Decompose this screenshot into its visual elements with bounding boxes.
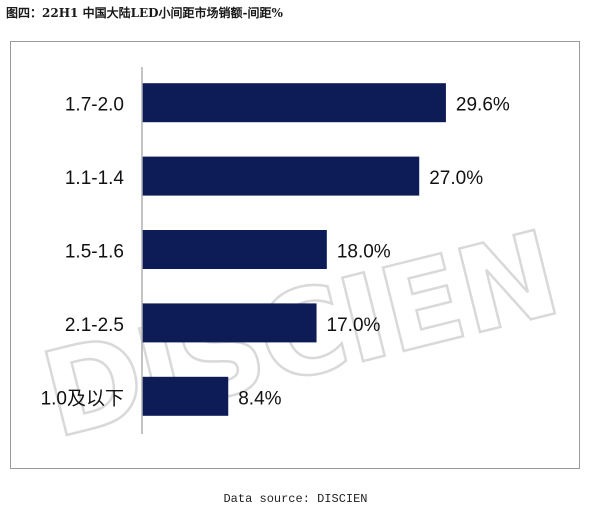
- bar: [142, 303, 317, 343]
- bars-layer: 1.7-2.0 29.6% 1.1-1.4 27.0% 1.5-1.6 18.0% 2.1-…: [41, 83, 510, 416]
- category-label: 1.7-2.0: [65, 95, 124, 116]
- category-label: 2.1-2.5: [65, 315, 124, 336]
- category-label: 1.0及以下: [41, 388, 124, 409]
- bar-chart: DISCIEN 1.7-2.0 29.6%1.1-1.4 27.0%1.5-1.6 1…: [28, 67, 571, 466]
- category-label: 1.1-1.4: [65, 168, 125, 189]
- data-label: 17.0%: [327, 315, 381, 336]
- data-label: 8.4%: [238, 388, 281, 409]
- bar: [142, 83, 446, 123]
- data-label: 29.6%: [456, 95, 510, 116]
- data-source: Data source: DISCIEN: [223, 492, 368, 506]
- data-label: 27.0%: [429, 168, 483, 189]
- chart-frame: DISCIEN 1.7-2.0 29.6% 1.1-1.4 27.0% 1.5-1.6 1…: [10, 41, 580, 469]
- bar: [142, 376, 229, 416]
- data-label: 18.0%: [337, 242, 391, 263]
- bar: [142, 230, 327, 269]
- bar: [142, 156, 420, 196]
- category-label: 1.5-1.6: [65, 242, 124, 263]
- figure-title: 图四：22H1 中国大陆LED小间距市场销额-间距%: [6, 6, 283, 20]
